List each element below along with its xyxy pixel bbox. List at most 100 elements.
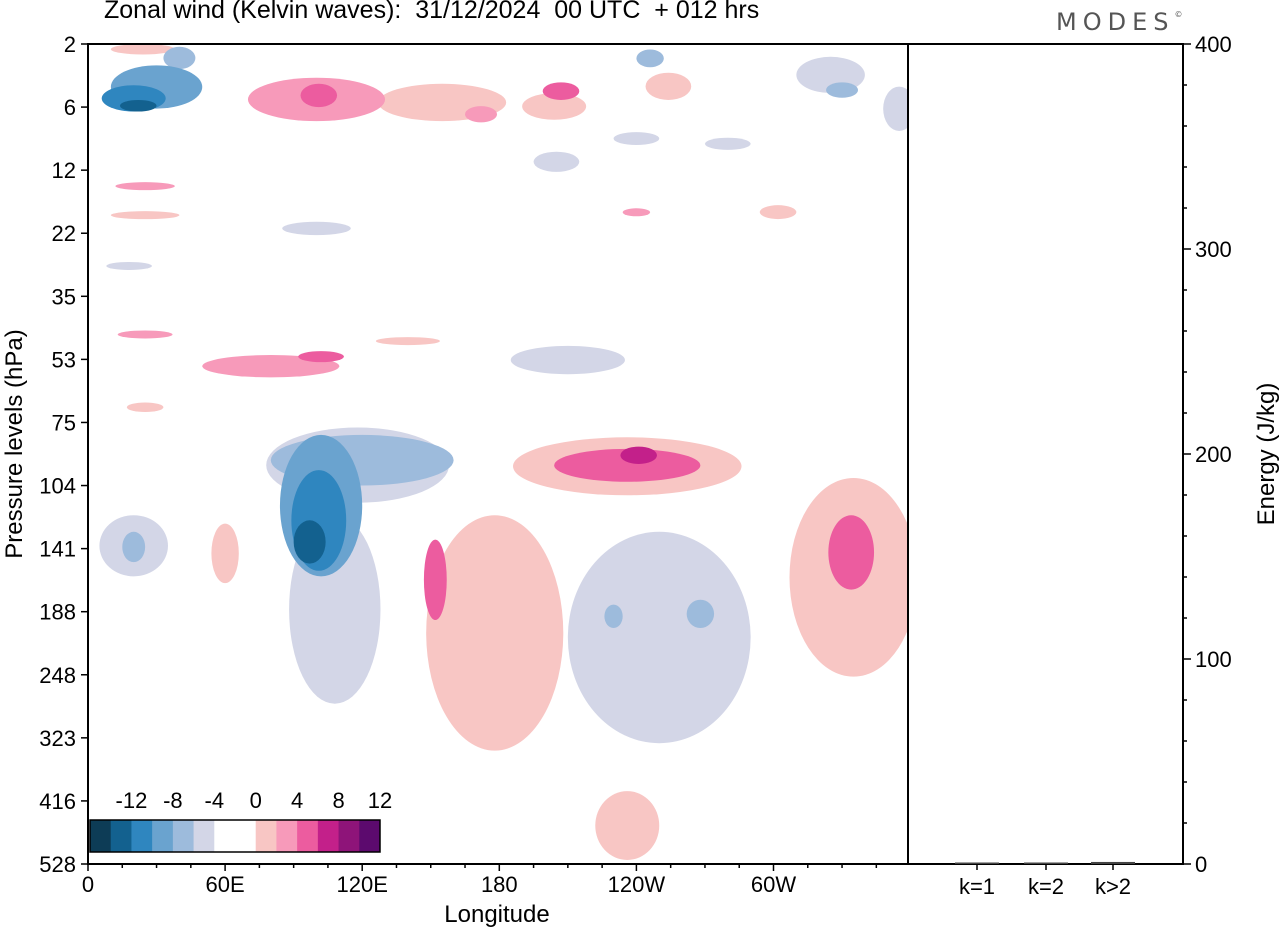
longitude-axis-title: Longitude — [444, 901, 549, 928]
wind-anomaly-region — [826, 82, 859, 98]
longitude-tick-label: 60E — [206, 872, 245, 897]
colorbar-swatch — [235, 820, 257, 852]
energy-category-label: k=2 — [1028, 874, 1064, 899]
wind-anomaly-region — [115, 182, 175, 191]
longitude-tick-label: 180 — [481, 872, 518, 897]
energy-bar — [1091, 861, 1135, 864]
colorbar-label: 12 — [368, 788, 392, 813]
energy-tick-label: 0 — [1195, 852, 1207, 877]
energy-tick-label: 400 — [1195, 32, 1232, 57]
colorbar-swatch — [172, 820, 195, 852]
wind-anomaly-region — [298, 351, 344, 363]
energy-tick-label: 200 — [1195, 442, 1232, 467]
wind-anomaly-region — [759, 205, 797, 220]
chart-title: Zonal wind (Kelvin waves): 31/12/2024 00… — [104, 0, 760, 24]
wind-anomaly-region — [604, 604, 623, 629]
wind-anomaly-region — [110, 211, 180, 220]
longitude-tick-label: 120W — [608, 872, 666, 897]
energy-bar — [1024, 862, 1068, 864]
colorbar-label: -8 — [163, 788, 183, 813]
longitude-axis: 0 60E 120E 180 120W 60W Longitude — [82, 864, 878, 928]
wind-anomaly-region — [117, 330, 173, 339]
pressure-axis-title: Pressure levels (hPa) — [1, 329, 28, 558]
wind-anomaly-region — [126, 402, 164, 412]
wind-anomaly-region — [163, 46, 196, 70]
colorbar-swatch — [90, 820, 112, 852]
wind-anomaly-region — [533, 151, 580, 172]
logo-text: MODES — [1056, 8, 1175, 36]
wind-anomaly-region — [554, 448, 701, 482]
energy-axis: 0 100 200 300 400 Energy (J/kg) — [1183, 32, 1280, 877]
colorbar-swatch — [276, 820, 298, 852]
pressure-tick-label: 75 — [52, 410, 76, 435]
energy-category-label: k=1 — [959, 874, 995, 899]
wind-anomaly-region — [375, 337, 440, 346]
energy-bar — [955, 862, 999, 864]
logo-mark: © — [1174, 10, 1183, 19]
colorbar-swatch — [214, 820, 236, 852]
colorbar-swatch — [317, 820, 340, 852]
colorbar: -12 -8 -4 0 4 8 12 — [88, 786, 392, 856]
energy-axis-title: Energy (J/kg) — [1253, 383, 1280, 526]
wind-anomaly-region — [704, 137, 751, 150]
pressure-tick-label: 22 — [52, 221, 76, 246]
wind-anomaly-region — [110, 44, 175, 55]
wind-anomaly-region — [300, 83, 338, 108]
longitude-tick-label: 120E — [337, 872, 388, 897]
pressure-tick-label: 528 — [39, 852, 76, 877]
pressure-tick-label: 104 — [39, 474, 76, 499]
wind-anomaly-region — [423, 539, 447, 621]
pressure-tick-label: 188 — [39, 600, 76, 625]
colorbar-swatch — [110, 820, 132, 852]
wind-anomaly-region — [828, 515, 875, 590]
colorbar-swatch — [255, 820, 277, 852]
colorbar-swatch — [131, 820, 153, 852]
wind-anomaly-region — [686, 599, 715, 629]
wind-anomaly-region — [510, 345, 625, 375]
modes-logo: MODES© — [1056, 8, 1182, 36]
pressure-tick-label: 12 — [52, 158, 76, 183]
pressure-tick-label: 53 — [52, 347, 76, 372]
wind-anomaly-region — [620, 446, 657, 464]
wind-anomaly-region — [211, 523, 239, 584]
energy-category-label: k>2 — [1095, 874, 1131, 899]
colorbar-label: 8 — [332, 788, 344, 813]
longitude-tick-label: 0 — [82, 872, 94, 897]
colorbar-swatch — [359, 820, 381, 852]
wind-field — [99, 44, 908, 860]
wind-anomaly-region — [595, 791, 660, 860]
wind-anomaly-region — [119, 99, 157, 112]
colorbar-swatch — [338, 820, 360, 852]
wind-anomaly-region — [883, 86, 908, 131]
colorbar-label: -4 — [205, 788, 225, 813]
colorbar-frame — [89, 819, 381, 853]
wind-anomaly-region — [645, 72, 692, 100]
energy-tick-label: 100 — [1195, 647, 1232, 672]
pressure-axis: 2 6 12 22 35 53 75 104 141 188 248 323 416 528 Pressur… — [1, 32, 88, 877]
wind-anomaly-region — [122, 531, 146, 563]
wind-anomaly-region — [106, 261, 152, 270]
wind-anomaly-region — [465, 106, 498, 123]
longitude-tick-label: 60W — [751, 872, 796, 897]
energy-tick-label: 300 — [1195, 237, 1232, 262]
wind-anomaly-region — [426, 515, 564, 751]
wind-anomaly-region — [567, 531, 751, 744]
wind-anomaly-region — [293, 520, 326, 564]
energy-panel-frame — [907, 43, 1184, 865]
wind-anomaly-region — [636, 49, 664, 68]
colorbar-swatch — [152, 820, 174, 852]
pressure-tick-label: 323 — [39, 726, 76, 751]
pressure-tick-label: 248 — [39, 663, 76, 688]
wind-anomaly-region — [282, 221, 351, 236]
pressure-tick-label: 416 — [39, 789, 76, 814]
wind-anomaly-region — [522, 93, 587, 120]
wind-anomaly-region — [202, 355, 340, 378]
colorbar-swatch — [297, 820, 319, 852]
colorbar-swatch — [193, 820, 215, 852]
colorbar-label: 0 — [250, 788, 262, 813]
wind-anomaly-region — [542, 82, 580, 100]
pressure-tick-label: 6 — [64, 95, 76, 120]
energy-bars: k=1 k=2 k>2 — [955, 861, 1135, 899]
wind-anomaly-region — [622, 208, 651, 217]
